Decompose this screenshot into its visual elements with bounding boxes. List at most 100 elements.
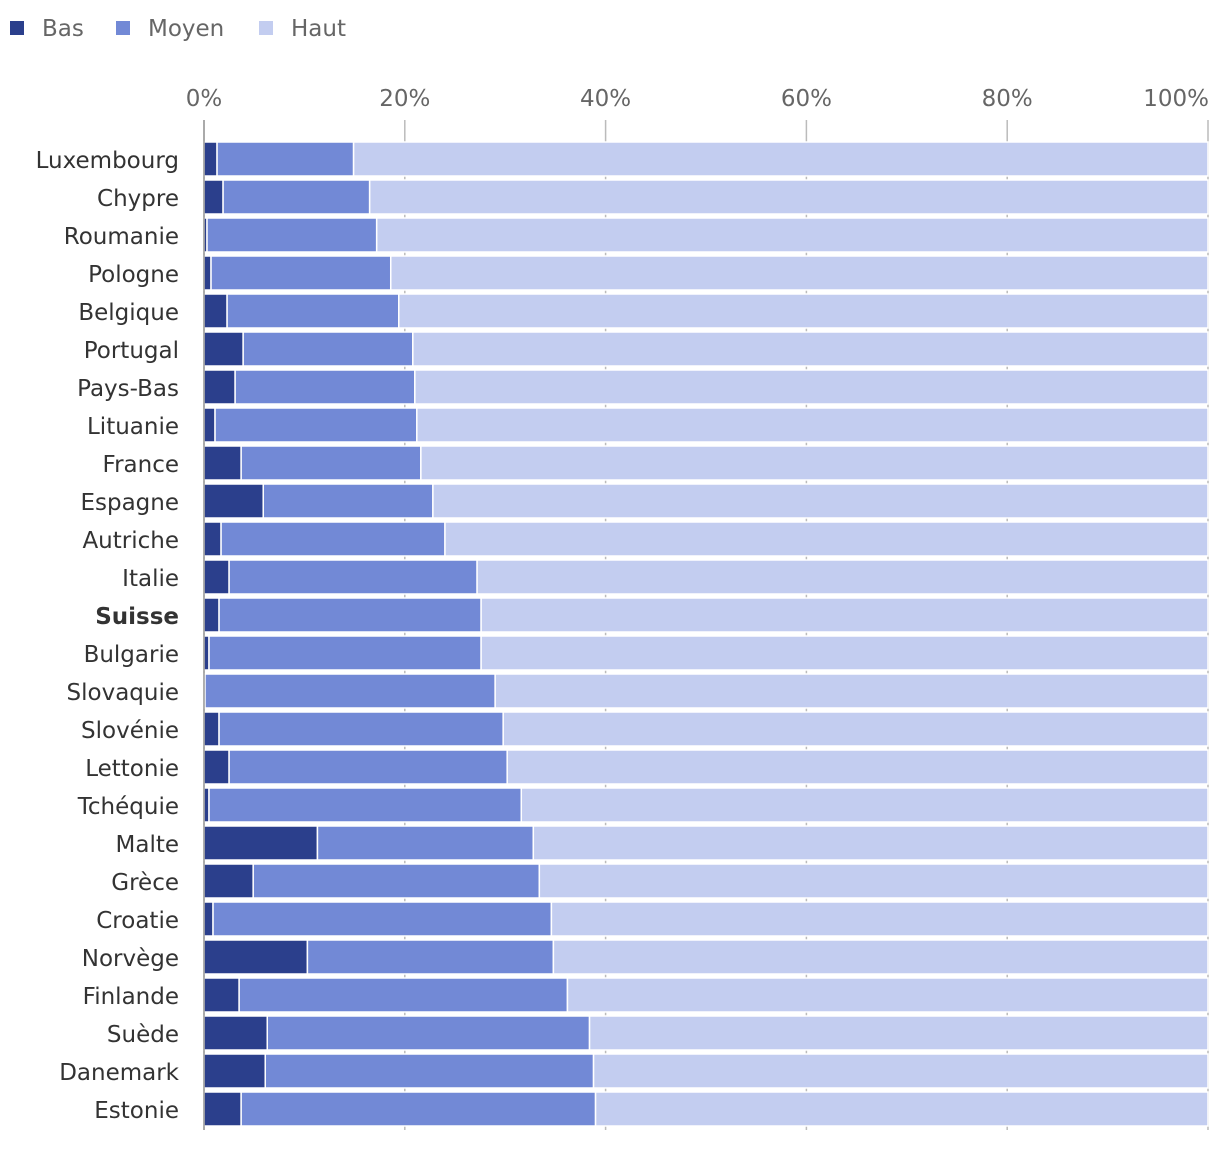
bar-finlande-haut[interactable] [566, 977, 1209, 1013]
bar-estonie-moyen[interactable] [240, 1091, 597, 1127]
bar-slovaquie-moyen[interactable] [204, 673, 496, 709]
bar-croatie-moyen[interactable] [212, 901, 553, 937]
x-tick-label: 60% [781, 86, 832, 112]
bar-lettonie-moyen[interactable] [228, 749, 508, 785]
bar-belgique-moyen[interactable] [226, 293, 400, 329]
bar-chypre-haut[interactable] [368, 179, 1209, 215]
bar-roumanie-moyen[interactable] [206, 217, 378, 253]
bar-danemark-bas[interactable] [203, 1053, 266, 1089]
legend-item-haut[interactable]: Haut [259, 16, 346, 42]
bar-estonie-bas[interactable] [203, 1091, 242, 1127]
bar-suisse-moyen[interactable] [218, 597, 482, 633]
bar-autriche-bas[interactable] [203, 521, 222, 557]
category-label-estonie: Estonie [94, 1098, 179, 1124]
category-label-croatie: Croatie [96, 908, 179, 934]
x-tick-label: 80% [982, 86, 1033, 112]
bar-luxembourg-moyen[interactable] [216, 141, 355, 177]
bar-portugal-moyen[interactable] [242, 331, 414, 367]
category-label-malte: Malte [116, 832, 180, 858]
bar-chypre-moyen[interactable] [222, 179, 371, 215]
bar-finlande-bas[interactable] [203, 977, 240, 1013]
bar-slovenie-moyen[interactable] [218, 711, 504, 747]
bar-finlande-moyen[interactable] [238, 977, 569, 1013]
bar-france-moyen[interactable] [240, 445, 422, 481]
category-label-grece: Grèce [111, 870, 179, 896]
legend-swatch-bas [10, 21, 24, 35]
bar-lettonie-haut[interactable] [506, 749, 1209, 785]
legend-item-moyen[interactable]: Moyen [116, 16, 224, 42]
bar-italie-bas[interactable] [203, 559, 230, 595]
bar-norvege-moyen[interactable] [306, 939, 555, 975]
bar-lituanie-haut[interactable] [416, 407, 1209, 443]
bar-estonie-haut[interactable] [594, 1091, 1209, 1127]
bar-autriche-moyen[interactable] [220, 521, 446, 557]
bar-grece-haut[interactable] [538, 863, 1209, 899]
bar-luxembourg-haut[interactable] [352, 141, 1209, 177]
bar-italie-haut[interactable] [476, 559, 1209, 595]
category-label-roumanie: Roumanie [64, 224, 179, 250]
bar-pologne-haut[interactable] [389, 255, 1209, 291]
bar-portugal-haut[interactable] [412, 331, 1209, 367]
bar-tchequie-haut[interactable] [520, 787, 1209, 823]
bar-suisse-haut[interactable] [480, 597, 1209, 633]
bar-suede-haut[interactable] [588, 1015, 1209, 1051]
bar-grece-bas[interactable] [203, 863, 254, 899]
bar-suede-moyen[interactable] [266, 1015, 591, 1051]
bar-grece-moyen[interactable] [252, 863, 541, 899]
bar-pays-bas-moyen[interactable] [234, 369, 416, 405]
bar-lituanie-bas[interactable] [203, 407, 216, 443]
bar-malte-bas[interactable] [203, 825, 319, 861]
bar-croatie-haut[interactable] [550, 901, 1209, 937]
bar-bulgarie-bas[interactable] [203, 635, 210, 671]
bar-malte-haut[interactable] [532, 825, 1209, 861]
bar-belgique-bas[interactable] [203, 293, 228, 329]
bar-pays-bas-bas[interactable] [203, 369, 236, 405]
bar-belgique-haut[interactable] [398, 293, 1209, 329]
bar-autriche-haut[interactable] [444, 521, 1209, 557]
bar-danemark-moyen[interactable] [264, 1053, 595, 1089]
bar-slovenie-bas[interactable] [203, 711, 220, 747]
bar-tchequie-moyen[interactable] [208, 787, 523, 823]
bar-france-haut[interactable] [420, 445, 1209, 481]
category-label-lettonie: Lettonie [85, 756, 179, 782]
bar-pologne-bas[interactable] [203, 255, 212, 291]
bar-italie-moyen[interactable] [228, 559, 478, 595]
bar-tchequie-bas[interactable] [203, 787, 210, 823]
x-tick-label: 100% [1143, 86, 1209, 112]
bar-espagne-bas[interactable] [203, 483, 264, 519]
category-label-luxembourg: Luxembourg [36, 148, 179, 174]
legend: Bas Moyen Haut [10, 16, 346, 42]
bar-slovaquie-haut[interactable] [494, 673, 1209, 709]
bar-luxembourg-bas[interactable] [203, 141, 218, 177]
bar-roumanie-haut[interactable] [375, 217, 1209, 253]
category-label-tchequie: Tchéquie [77, 794, 179, 820]
bar-lettonie-bas[interactable] [203, 749, 230, 785]
category-label-portugal: Portugal [84, 338, 179, 364]
category-label-norvege: Norvège [82, 946, 179, 972]
bar-espagne-moyen[interactable] [262, 483, 434, 519]
bar-bulgarie-moyen[interactable] [208, 635, 482, 671]
legend-swatch-haut [259, 21, 273, 35]
legend-item-bas[interactable]: Bas [10, 16, 84, 42]
bar-malte-moyen[interactable] [316, 825, 535, 861]
x-axis-ticks: 0% 20% 40% 60% 80% 100% [186, 86, 1209, 112]
category-label-suisse: Suisse [95, 604, 179, 630]
x-tick-label: 20% [379, 86, 430, 112]
bar-chypre-bas[interactable] [203, 179, 224, 215]
bar-pologne-moyen[interactable] [210, 255, 392, 291]
bar-bulgarie-haut[interactable] [480, 635, 1209, 671]
bar-norvege-bas[interactable] [203, 939, 309, 975]
bar-pays-bas-haut[interactable] [414, 369, 1209, 405]
bar-suede-bas[interactable] [203, 1015, 269, 1051]
bar-norvege-haut[interactable] [552, 939, 1209, 975]
bar-portugal-bas[interactable] [203, 331, 244, 367]
bar-danemark-haut[interactable] [592, 1053, 1209, 1089]
bar-croatie-bas[interactable] [203, 901, 214, 937]
category-label-suede: Suède [107, 1022, 179, 1048]
bar-espagne-haut[interactable] [432, 483, 1209, 519]
category-labels: Luxembourg Chypre Roumanie Pologne Belgique P… [36, 148, 180, 1124]
bar-lituanie-moyen[interactable] [214, 407, 418, 443]
bar-france-bas[interactable] [203, 445, 242, 481]
bar-slovenie-haut[interactable] [502, 711, 1209, 747]
bar-suisse-bas[interactable] [203, 597, 220, 633]
